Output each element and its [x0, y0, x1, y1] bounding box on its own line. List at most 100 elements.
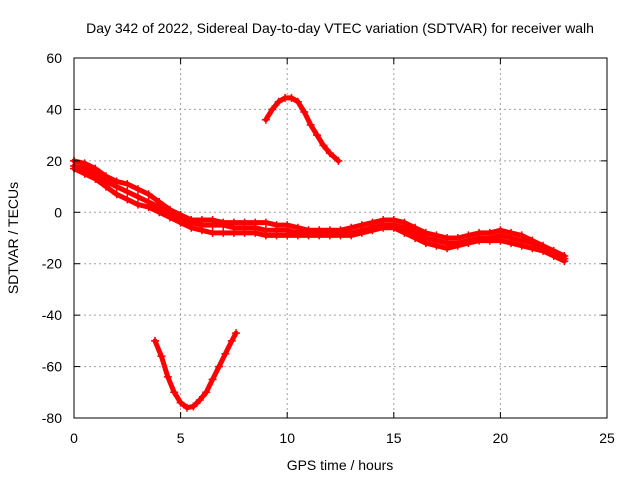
data-point: [432, 241, 441, 250]
data-point: [251, 228, 260, 237]
data-point: [219, 221, 228, 230]
y-tick-label: 0: [54, 204, 62, 220]
y-tick-label: -20: [42, 256, 62, 272]
data-point: [283, 231, 292, 240]
data-point: [379, 223, 388, 232]
data-point: [187, 223, 196, 232]
data-point: [261, 218, 270, 227]
y-tick-label: 20: [46, 153, 62, 169]
data-point: [357, 228, 366, 237]
data-point: [261, 115, 270, 124]
x-tick-label: 25: [599, 430, 615, 446]
series-line: [263, 95, 341, 164]
x-tick-label: 5: [177, 430, 185, 446]
y-tick-label: -40: [42, 307, 62, 323]
data-point: [221, 349, 230, 358]
data-point: [197, 226, 206, 235]
data-point: [189, 402, 198, 411]
x-tick-label: 15: [386, 430, 402, 446]
plot-frame: [73, 57, 608, 419]
data-point: [163, 372, 172, 381]
data-point: [144, 190, 153, 199]
data-point: [539, 246, 548, 255]
series-line: [71, 166, 567, 264]
data-point: [496, 236, 505, 245]
data-series: [70, 93, 569, 412]
data-point: [165, 213, 174, 222]
data-point: [464, 239, 473, 248]
data-point: [202, 388, 211, 397]
series-arc-high: [261, 93, 343, 165]
data-point: [91, 174, 100, 183]
y-tick-label: -60: [42, 359, 62, 375]
data-point: [112, 190, 121, 199]
data-point: [453, 241, 462, 250]
data-point: [227, 336, 236, 345]
data-point: [517, 241, 526, 250]
data-point: [336, 231, 345, 240]
data-point: [80, 169, 89, 178]
data-point: [195, 396, 204, 404]
data-point: [334, 156, 343, 165]
data-point: [293, 231, 302, 240]
data-point: [325, 149, 334, 158]
data-point: [261, 231, 270, 240]
data-point: [287, 93, 296, 102]
data-point: [347, 231, 356, 240]
data-point: [485, 236, 494, 245]
data-point: [325, 231, 334, 240]
data-point: [272, 231, 281, 240]
data-point: [475, 236, 484, 245]
data-point: [293, 97, 302, 106]
data-point: [176, 398, 185, 407]
data-point: [400, 228, 409, 237]
data-point: [232, 329, 241, 338]
data-point: [549, 252, 558, 260]
data-point: [170, 388, 179, 397]
chart-title: Day 342 of 2022, Sidereal Day-to-day VTE…: [86, 20, 594, 36]
data-point: [313, 131, 322, 140]
x-tick-label: 20: [493, 430, 509, 446]
data-point: [133, 192, 142, 201]
data-point: [411, 234, 420, 242]
data-point: [443, 244, 452, 253]
data-point: [306, 120, 315, 129]
data-point: [274, 97, 283, 106]
data-point: [133, 200, 142, 209]
data-point: [151, 336, 160, 345]
series-line: [152, 330, 239, 411]
y-tick-label: -80: [42, 410, 62, 426]
axis-ticks: 0 5 10 15 20 25 -80 -60 -40 -20 0 20 40 60: [42, 50, 615, 446]
data-point: [304, 231, 313, 240]
data-point: [240, 228, 249, 237]
data-point: [101, 182, 110, 191]
data-point: [214, 362, 223, 371]
y-axis-title: SDTVAR / TECUs: [5, 182, 21, 294]
data-point: [157, 352, 166, 361]
x-tick-label: 10: [279, 430, 295, 446]
data-point: [208, 221, 217, 230]
data-point: [133, 185, 142, 194]
y-tick-label: 40: [46, 101, 62, 117]
data-point: [155, 208, 164, 217]
data-point: [208, 228, 217, 237]
data-point: [123, 180, 132, 188]
series-band-lower: [70, 164, 569, 266]
data-point: [560, 257, 569, 266]
data-point: [421, 239, 430, 248]
data-point: [319, 141, 328, 150]
data-point: [219, 228, 228, 237]
x-axis-title: GPS time / hours: [287, 457, 394, 473]
data-point: [123, 187, 132, 196]
data-point: [300, 108, 309, 116]
x-tick-label: 0: [70, 430, 78, 446]
series-arc-low: [151, 329, 241, 412]
data-point: [123, 195, 132, 204]
y-tick-label: 60: [46, 50, 62, 66]
data-point: [229, 228, 238, 237]
data-point: [182, 403, 191, 412]
data-point: [208, 375, 217, 384]
data-point: [144, 203, 153, 212]
data-point: [112, 182, 121, 191]
